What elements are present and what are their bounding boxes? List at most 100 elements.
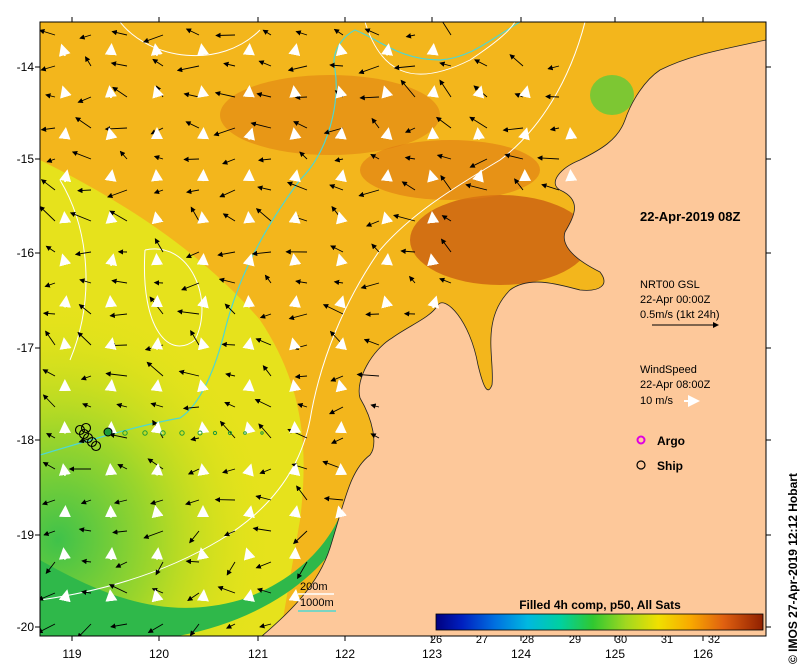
current-arrow: [113, 499, 128, 505]
wind-arrow: [288, 589, 301, 602]
ship-legend-label: Ship: [657, 459, 683, 473]
current-arrow: [181, 282, 200, 291]
current-arrow: [219, 189, 236, 198]
current-arrow: [401, 181, 416, 191]
current-arrow: [294, 373, 308, 380]
ship-track: [74, 422, 264, 452]
current-arrow: [46, 433, 56, 439]
current-arrow: [46, 157, 56, 163]
current-arrow: [365, 311, 380, 318]
wind-arrow: [151, 547, 164, 560]
current-arrow: [154, 238, 164, 253]
current-arrow: [152, 58, 164, 67]
current-arrow: [255, 494, 272, 501]
current-arrow: [537, 155, 560, 161]
colorbar: Filled 4h comp, p50, All Sats 26 27 28 2…: [430, 598, 764, 646]
current-arrow: [109, 432, 128, 439]
current-arrow: [360, 282, 380, 290]
wind-arrow: [336, 253, 348, 267]
wind-arrow: [289, 127, 302, 140]
current-arrow: [150, 402, 164, 408]
current-legend-time: 22-Apr 00:00Z: [640, 294, 711, 306]
current-arrow: [439, 277, 452, 284]
wind-arrow: [335, 43, 348, 57]
current-arrow: [43, 530, 56, 536]
current-arrow: [254, 399, 272, 408]
current-arrow: [79, 34, 92, 40]
current-arrow: [221, 341, 236, 348]
current-arrow: [329, 184, 344, 191]
wind-arrow: [289, 169, 301, 183]
wind-arrow: [288, 295, 301, 308]
wind-arrow: [58, 547, 71, 560]
current-arrow: [363, 338, 380, 346]
current-arrow: [474, 59, 488, 67]
date-label: 22-Apr-2019 08Z: [640, 209, 740, 224]
current-arrow: [40, 623, 56, 634]
current-arrow: [370, 403, 380, 409]
wind-arrow: [58, 589, 71, 603]
marker-legend: Argo Ship: [636, 434, 685, 473]
current-arrow: [75, 117, 92, 129]
y-tick-label: -19: [17, 528, 35, 542]
wind-arrow: [104, 43, 117, 56]
x-tick-label: 126: [693, 647, 713, 661]
current-arrow: [109, 312, 128, 319]
wind-arrow: [197, 43, 209, 56]
wind-legend-title: WindSpeed: [640, 364, 697, 376]
current-arrow: [333, 28, 344, 36]
ship-marker-icon: [636, 460, 646, 470]
current-arrow: [217, 251, 236, 257]
wind-arrow: [472, 169, 484, 183]
current-arrow: [42, 369, 56, 377]
current-arrow: [404, 155, 416, 161]
wind-arrow: [289, 337, 301, 351]
current-arrow: [256, 587, 272, 594]
x-tick-label: 120: [149, 647, 169, 661]
wind-legend-scale: 10 m/s: [640, 395, 674, 407]
current-arrow: [438, 22, 452, 36]
current-arrow: [42, 462, 56, 470]
y-tick-label: -16: [17, 246, 35, 260]
wind-arrow: [59, 337, 72, 350]
current-arrow: [223, 530, 236, 537]
wind-arrow: [335, 379, 348, 393]
current-arrow: [257, 185, 272, 191]
current-arrow: [143, 530, 164, 539]
wind-arrow: [197, 211, 210, 224]
current-arrow: [224, 401, 236, 408]
contour-1000m-label: 1000m: [300, 597, 334, 609]
current-arrow: [108, 584, 128, 594]
current-arrow: [183, 156, 200, 163]
map-plot-area: [40, 22, 766, 636]
current-arrow: [364, 28, 380, 36]
wind-arrow: [196, 589, 209, 602]
contour-1000m-line: [40, 22, 521, 456]
current-arrow: [393, 64, 416, 71]
current-arrow: [225, 623, 236, 629]
current-arrow: [328, 406, 344, 415]
current-arrow: [186, 188, 200, 195]
current-arrow: [322, 304, 344, 315]
coastal-green-strip: [40, 515, 345, 636]
current-arrow: [262, 365, 272, 377]
y-tick-label: -14: [17, 60, 35, 74]
warm-patch-east: [410, 195, 590, 285]
current-arrow: [74, 251, 92, 257]
wind-arrow: [58, 463, 71, 476]
wind-arrow: [105, 295, 118, 308]
current-arrow: [545, 93, 560, 100]
current-arrow: [40, 592, 56, 601]
plot-frame: [39, 21, 767, 637]
wind-arrow: [427, 253, 439, 267]
current-arrow: [440, 174, 452, 191]
current-arrow: [40, 205, 56, 222]
current-arrow: [297, 402, 308, 409]
current-arrow: [217, 585, 236, 594]
current-arrow: [255, 208, 272, 222]
colorbar-tick-label: 30: [615, 634, 627, 646]
current-arrow: [45, 561, 56, 575]
coastline: [261, 39, 766, 636]
wind-arrow: [243, 589, 255, 602]
